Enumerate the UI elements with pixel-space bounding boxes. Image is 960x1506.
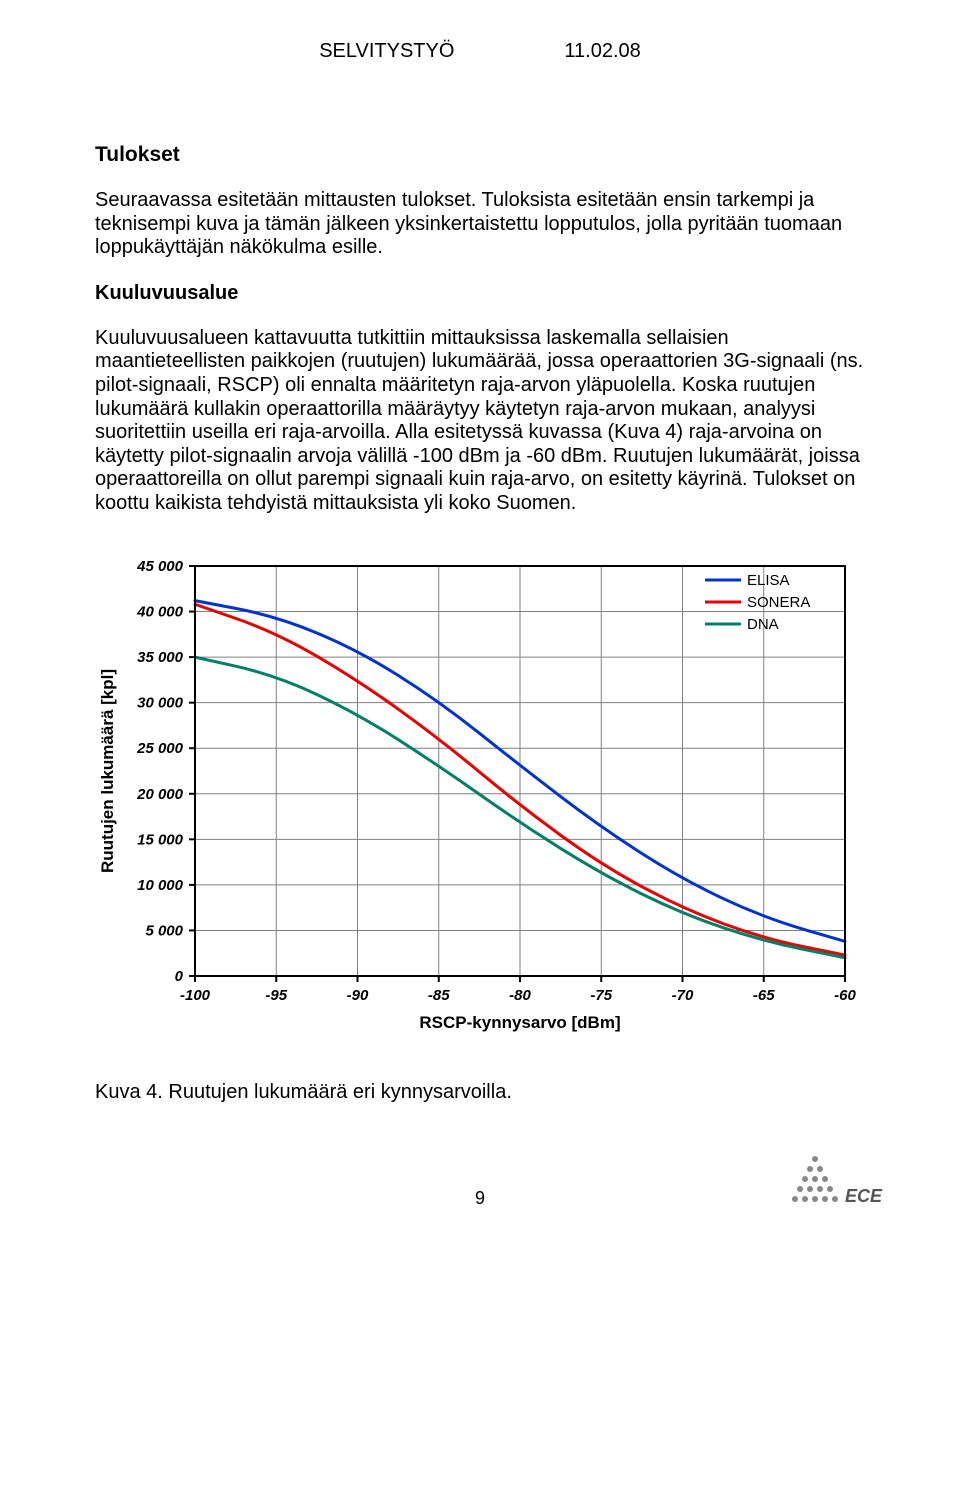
ece-logo-icon: ECE <box>785 1144 885 1214</box>
svg-text:35 000: 35 000 <box>137 649 184 666</box>
svg-text:RSCP-kynnysarvo [dBm]: RSCP-kynnysarvo [dBm] <box>419 1013 620 1032</box>
subsection-heading: Kuuluvuusalue <box>95 282 865 305</box>
page-footer: 9 ECE <box>95 1124 865 1214</box>
svg-text:30 000: 30 000 <box>137 694 184 711</box>
section-heading: Tulokset <box>95 143 865 167</box>
svg-text:-75: -75 <box>590 987 612 1004</box>
page-number: 9 <box>475 1188 485 1209</box>
chart-container: 0 5 000 10 000 15 000 20 000 25 000 30 000 35 0… <box>85 546 865 1051</box>
svg-text:-60: -60 <box>834 987 856 1004</box>
document-header: SELVITYSTYÖ 11.02.08 <box>95 40 865 63</box>
svg-text:20 000: 20 000 <box>136 785 184 802</box>
svg-text:SONERA: SONERA <box>747 594 810 611</box>
figure-caption: Kuva 4. Ruutujen lukumäärä eri kynnysarv… <box>95 1081 865 1104</box>
svg-text:5 000: 5 000 <box>145 922 183 939</box>
line-chart: 0 5 000 10 000 15 000 20 000 25 000 30 000 35 0… <box>85 546 875 1046</box>
paragraph-body: Kuuluvuusalueen kattavuutta tutkittiin m… <box>95 327 865 516</box>
svg-text:DNA: DNA <box>747 616 779 633</box>
svg-text:-85: -85 <box>428 987 450 1004</box>
svg-text:-80: -80 <box>509 987 531 1004</box>
svg-text:10 000: 10 000 <box>137 876 184 893</box>
svg-text:-95: -95 <box>265 987 287 1004</box>
svg-text:-90: -90 <box>347 987 369 1004</box>
svg-text:0: 0 <box>175 968 184 985</box>
header-title: SELVITYSTYÖ <box>319 40 454 63</box>
header-date: 11.02.08 <box>564 40 640 63</box>
svg-text:45 000: 45 000 <box>136 558 184 575</box>
svg-text:-70: -70 <box>672 987 694 1004</box>
svg-text:-65: -65 <box>753 987 775 1004</box>
svg-text:-100: -100 <box>180 987 211 1004</box>
svg-text:Ruutujen lukumäärä [kpl]: Ruutujen lukumäärä [kpl] <box>98 669 117 873</box>
svg-text:40 000: 40 000 <box>136 603 184 620</box>
svg-text:25 000: 25 000 <box>136 740 184 757</box>
logo-text: ECE <box>845 1186 883 1206</box>
paragraph-intro: Seuraavassa esitetään mittausten tulokse… <box>95 189 865 260</box>
svg-text:ELISA: ELISA <box>747 572 790 589</box>
svg-text:15 000: 15 000 <box>137 831 184 848</box>
